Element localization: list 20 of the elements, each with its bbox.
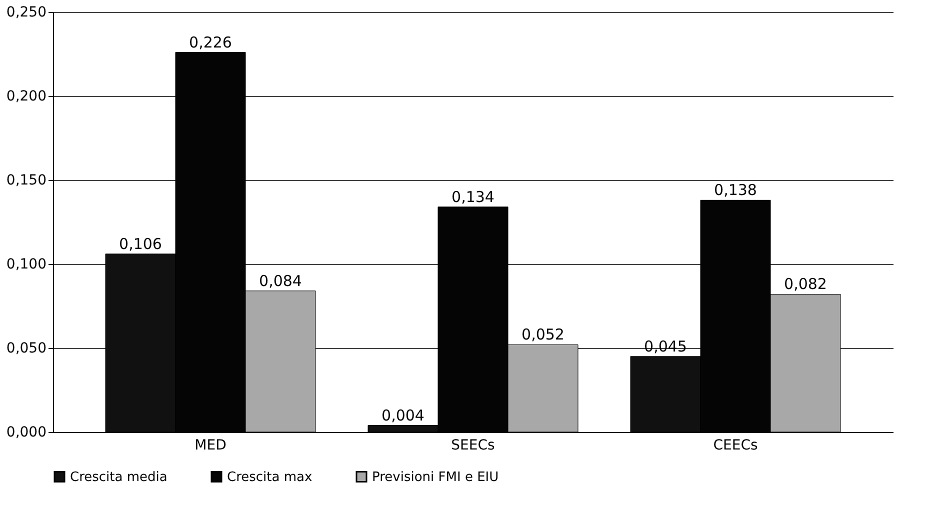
x-tick-label: SEECs: [451, 438, 495, 454]
y-tick-label: 0,100: [6, 256, 46, 272]
data-label: 0,084: [259, 272, 302, 290]
y-tick-label: 0,000: [6, 424, 46, 440]
y-tick-label: 0,250: [6, 4, 46, 20]
legend-label: Crescita media: [70, 470, 168, 485]
y-tick-label: 0,050: [6, 340, 46, 356]
data-label: 0,082: [784, 275, 827, 294]
y-tick-label: 0,200: [6, 88, 46, 104]
data-label: 0,052: [522, 326, 564, 344]
y-tick-label: 0,150: [6, 172, 46, 188]
legend-label: Crescita max: [227, 470, 312, 485]
data-label: 0,106: [119, 234, 162, 253]
data-label: 0,226: [189, 33, 232, 52]
x-tick-label: MED: [194, 438, 226, 454]
data-label: 0,004: [382, 406, 424, 424]
data-label: 0,134: [452, 188, 494, 206]
x-tick-label: CEECs: [713, 438, 758, 454]
legend-label: Previsioni FMI e EIU: [372, 470, 499, 485]
data-label: 0,138: [714, 181, 757, 200]
